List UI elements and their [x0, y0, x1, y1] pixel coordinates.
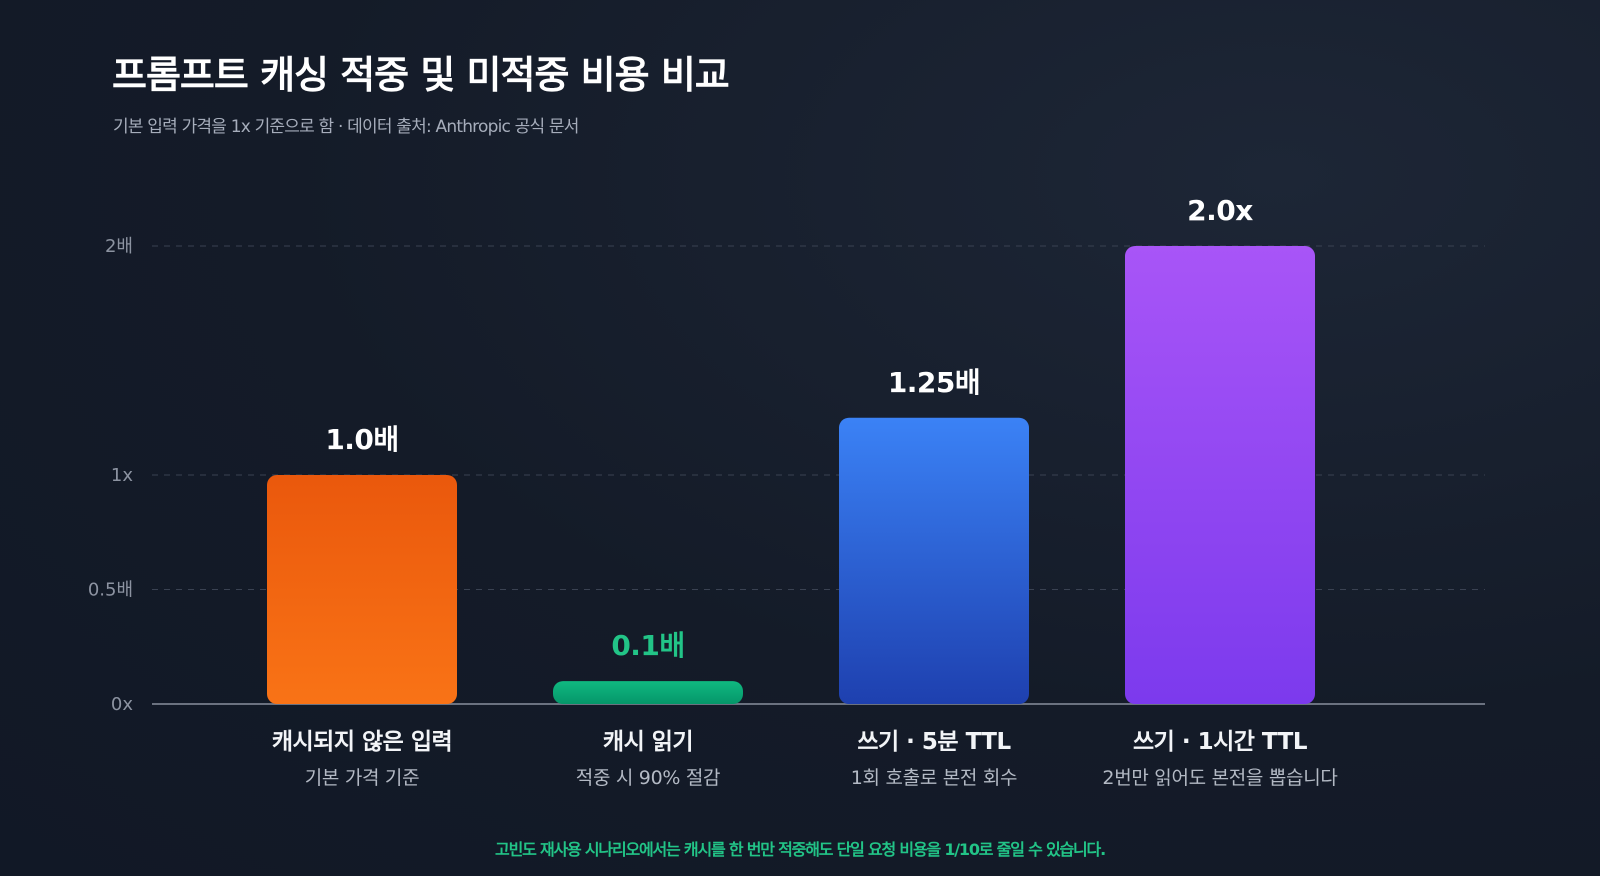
y-axis-ticks: 0x 0.5배 1x 2배	[88, 236, 134, 715]
chart-subtitle: 기본 입력 가격을 1x 기준으로 함 · 데이터 출처: Anthropic …	[113, 117, 579, 137]
y-tick-label: 2배	[105, 236, 133, 257]
y-tick-label: 1x	[111, 465, 133, 486]
bars: 1.0배 0.1배 1.25배 2.0x	[267, 194, 1315, 704]
category-sublabel: 1회 호출로 본전 회수	[851, 767, 1017, 789]
y-tick-label: 0.5배	[88, 580, 133, 601]
footnote: 고빈도 재사용 시나리오에서는 캐시를 한 번만 적중해도 단일 요청 비용을 …	[495, 840, 1106, 859]
category-label: 캐시되지 않은 입력	[272, 729, 452, 755]
chart-title: 프롬프트 캐싱 적중 및 미적중 비용 비교	[112, 53, 730, 97]
bar-value-label: 1.0배	[325, 423, 398, 456]
category-label: 쓰기 · 1시간 TTL	[1133, 729, 1308, 755]
bar-2	[553, 681, 743, 704]
category-sublabel: 기본 가격 기준	[305, 767, 420, 789]
bar-3	[839, 417, 1029, 704]
category-label: 쓰기 · 5분 TTL	[857, 729, 1011, 755]
category-sublabel: 2번만 읽어도 본전을 뽑습니다	[1102, 767, 1337, 789]
y-tick-label: 0x	[111, 694, 133, 715]
bar-1	[267, 475, 457, 704]
bar-value-label: 1.25배	[888, 366, 980, 399]
bar-value-label: 0.1배	[611, 629, 684, 662]
category-sublabel: 적중 시 90% 절감	[576, 767, 720, 789]
bar-4	[1125, 246, 1315, 704]
bar-value-label: 2.0x	[1187, 194, 1253, 227]
category-label: 캐시 읽기	[603, 729, 693, 755]
